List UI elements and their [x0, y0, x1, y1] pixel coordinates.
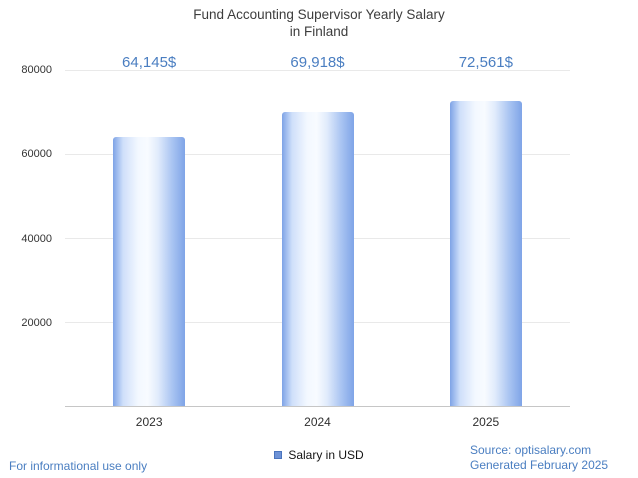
legend: Salary in USD	[0, 448, 638, 462]
disclaimer-text: For informational use only	[9, 459, 148, 473]
bar-value-label: 72,561$	[458, 54, 513, 71]
chart-title-line1: Fund Accounting Supervisor Yearly Salary	[193, 7, 445, 22]
y-axis-tick-label: 80000	[21, 64, 52, 76]
y-axis-tick-label: 40000	[21, 232, 52, 245]
x-axis-tick-label: 2023	[135, 415, 163, 429]
plot-area	[65, 70, 570, 407]
y-axis-tick-label: 60000	[21, 148, 52, 161]
y-axis: 20000 40000 60000 80000	[0, 64, 58, 407]
bar-2025	[449, 101, 522, 406]
gridline	[65, 70, 570, 71]
bar-value-label: 64,145$	[122, 54, 177, 71]
legend-label: Salary in USD	[288, 448, 364, 462]
y-axis-tick-label: 20000	[21, 316, 52, 329]
legend-swatch-icon	[274, 451, 283, 459]
bar-value-label: 69,918$	[290, 54, 345, 71]
chart-title: Fund Accounting Supervisor Yearly Salary…	[0, 6, 638, 40]
source-block: Source: optisalary.com Generated Februar…	[470, 443, 608, 473]
source-text: Source: optisalary.com	[470, 443, 592, 457]
x-axis-tick-label: 2024	[304, 415, 331, 429]
x-axis-tick-label: 2025	[472, 415, 500, 429]
generated-text: Generated February 2025	[470, 458, 609, 472]
bar-2023	[113, 136, 186, 406]
bar-2024	[281, 112, 354, 406]
chart-title-line2: in Finland	[289, 24, 349, 39]
value-labels-layer: 64,145$ 69,918$ 72,561$	[65, 54, 570, 74]
x-axis: 2023 2024 2025	[65, 413, 570, 431]
